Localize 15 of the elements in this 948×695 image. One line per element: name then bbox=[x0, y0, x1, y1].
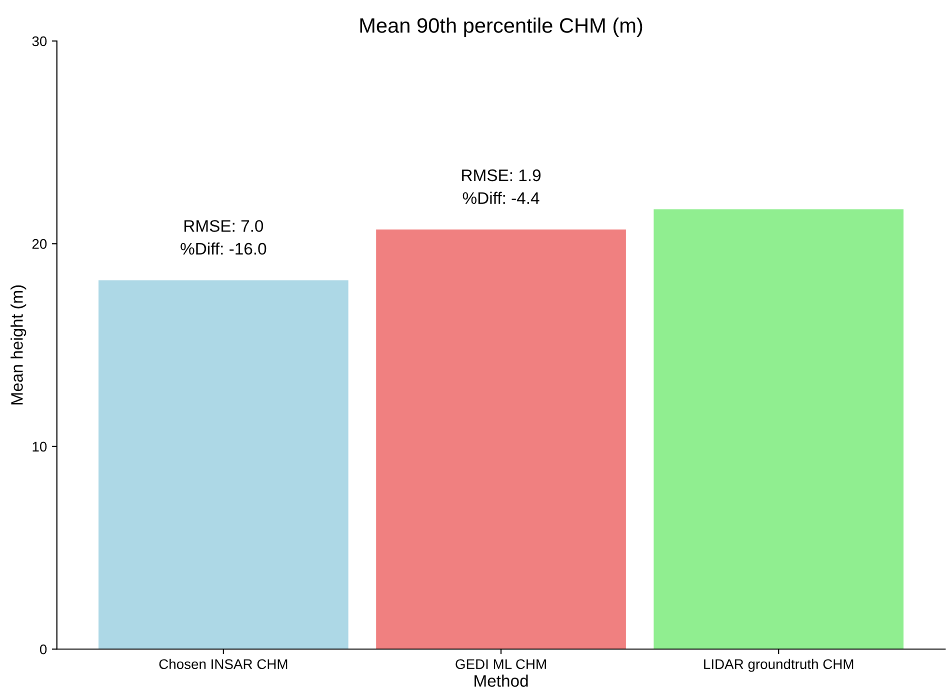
x-tick-label: LIDAR groundtruth CHM bbox=[704, 658, 854, 672]
x-axis-title: Method bbox=[474, 674, 528, 687]
bar bbox=[654, 209, 904, 650]
y-tick-label: 10 bbox=[32, 442, 47, 452]
y-tick-label: 20 bbox=[32, 239, 47, 249]
y-tick-label: 0 bbox=[40, 644, 47, 654]
y-tick-label: 30 bbox=[32, 36, 47, 46]
annotation: RMSE: 1.9 %Diff: -4.4 bbox=[462, 169, 541, 204]
bar bbox=[376, 230, 626, 650]
x-tick-label: GEDI ML CHM bbox=[456, 659, 546, 670]
annotation: RMSE: 7.0 %Diff: -16.0 bbox=[180, 220, 266, 255]
chart-title: Mean 90th percentile CHM (m) bbox=[360, 18, 642, 37]
bar bbox=[98, 280, 348, 650]
x-tick-label: Chosen INSAR CHM bbox=[159, 658, 288, 670]
y-axis-title: Mean height (m) bbox=[10, 285, 26, 404]
